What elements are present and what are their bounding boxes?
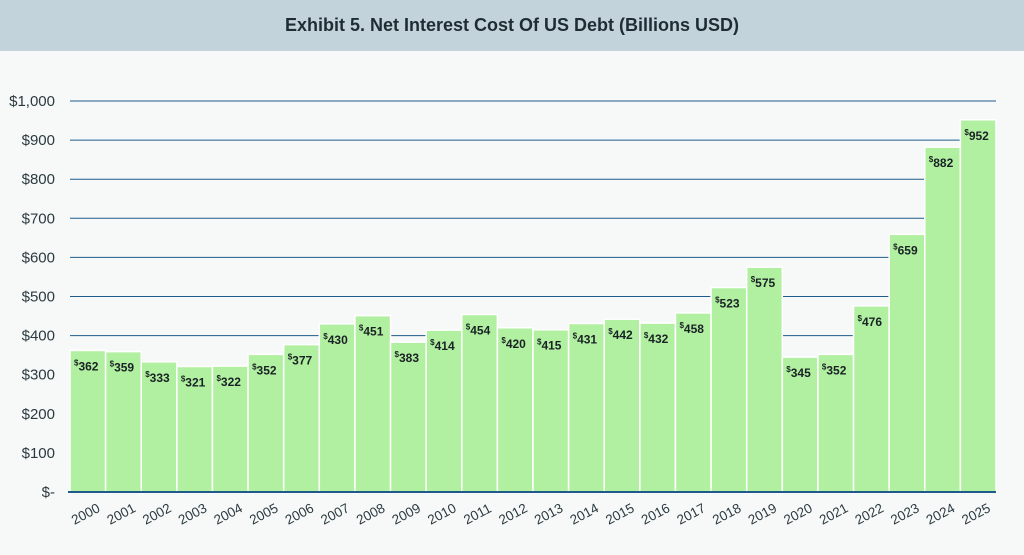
bar <box>318 323 356 493</box>
y-tick-label: $1,000 <box>9 93 55 110</box>
data-label: $430 <box>323 332 348 347</box>
x-tick-label: 2003 <box>176 500 210 527</box>
bar <box>567 322 605 493</box>
bar <box>282 343 321 493</box>
x-tick-label: 2001 <box>105 500 139 527</box>
x-tick-label: 2016 <box>639 500 673 527</box>
y-tick-label: $500 <box>22 289 55 306</box>
data-label: $432 <box>644 331 669 346</box>
x-tick-label: 2006 <box>283 500 317 527</box>
x-tick-label: 2024 <box>924 500 958 528</box>
y-tick-label: $700 <box>22 210 55 227</box>
x-tick-label: 2011 <box>461 501 494 528</box>
bar <box>745 266 784 493</box>
data-label: $882 <box>929 155 954 170</box>
y-tick-label: $200 <box>22 406 55 423</box>
bar <box>211 365 249 493</box>
x-tick-label: 2012 <box>496 500 530 527</box>
bar <box>639 322 677 493</box>
bar-chart: $362 $359 $333 $321 $322 $352 $377 $430 $451 $383… <box>9 93 997 528</box>
data-label: $476 <box>858 314 883 329</box>
x-tick-label: 2007 <box>318 500 352 527</box>
data-label: $420 <box>501 336 526 351</box>
bar <box>247 353 285 493</box>
bar <box>354 314 392 493</box>
bar <box>176 365 214 493</box>
title-band: Exhibit 5. Net Interest Cost Of US Debt … <box>0 0 1024 51</box>
x-tick-label: 2000 <box>69 500 103 527</box>
x-tick-label: 2005 <box>247 500 281 527</box>
bar <box>959 119 997 493</box>
x-tick-label: 2002 <box>140 500 174 527</box>
bars <box>69 119 997 493</box>
data-label: $451 <box>359 324 384 339</box>
data-label: $352 <box>822 362 847 377</box>
data-labels: $362 $359 $333 $321 $322 $352 $377 $430 $451 $383… <box>74 128 989 390</box>
bar <box>852 305 890 493</box>
data-label: $523 <box>715 296 740 311</box>
data-label: $952 <box>964 128 989 143</box>
y-tick-label: $900 <box>22 132 55 149</box>
x-tick-label: 2020 <box>781 500 815 527</box>
bar <box>496 327 534 493</box>
data-label: $322 <box>216 374 241 389</box>
x-tick-label: 2015 <box>603 500 637 527</box>
bar <box>710 286 748 493</box>
y-axis: $- $100 $200 $300 $400 $500 $600 $700 $800 $900 $1… <box>9 93 55 501</box>
data-label: $659 <box>893 242 918 257</box>
y-tick-label: $600 <box>22 249 55 266</box>
x-tick-label: 2019 <box>746 500 780 527</box>
bar <box>603 318 641 493</box>
x-tick-label: 2025 <box>959 500 993 527</box>
data-label: $442 <box>608 327 633 342</box>
y-tick-label: $100 <box>22 445 55 462</box>
data-label: $352 <box>252 362 277 377</box>
bar <box>532 328 570 493</box>
bar <box>817 353 855 493</box>
chart-title: Exhibit 5. Net Interest Cost Of US Debt … <box>284 15 740 35</box>
x-tick-label: 2017 <box>674 500 708 527</box>
data-label: $359 <box>110 360 135 375</box>
y-tick-label: $- <box>42 484 55 501</box>
x-tick-label: 2013 <box>532 500 566 527</box>
data-label: $377 <box>288 353 313 368</box>
data-label: $454 <box>466 322 491 337</box>
x-tick-label: 2008 <box>354 500 388 527</box>
bar <box>674 312 712 493</box>
x-tick-label: 2004 <box>211 500 245 528</box>
x-tick-label: 2021 <box>817 500 851 527</box>
data-label: $415 <box>537 338 562 353</box>
x-tick-label: 2010 <box>425 500 459 527</box>
x-tick-label: 2014 <box>568 500 602 528</box>
data-label: $431 <box>573 331 598 346</box>
x-axis: 2000 2001 2002 2003 2004 2005 2006 2007 2008 2009… <box>68 491 996 528</box>
x-tick-label: 2018 <box>710 500 744 527</box>
y-tick-label: $300 <box>22 367 55 384</box>
x-tick-label: 2022 <box>852 500 886 527</box>
data-label: $458 <box>679 321 704 336</box>
bar <box>425 329 463 493</box>
data-label: $321 <box>181 374 206 389</box>
x-tick-label: 2023 <box>888 500 922 527</box>
data-label: $414 <box>430 338 455 353</box>
bar <box>781 356 819 493</box>
y-tick-label: $400 <box>22 328 55 345</box>
x-tick-label: 2009 <box>389 500 423 527</box>
data-label: $333 <box>145 370 170 385</box>
bar <box>461 313 499 493</box>
bar <box>888 233 926 493</box>
data-label: $362 <box>74 358 99 373</box>
data-label: $383 <box>395 350 420 365</box>
bar <box>924 146 962 493</box>
data-label: $345 <box>786 365 811 380</box>
bar <box>104 350 142 493</box>
y-tick-label: $800 <box>22 171 55 188</box>
data-label: $575 <box>751 275 776 290</box>
